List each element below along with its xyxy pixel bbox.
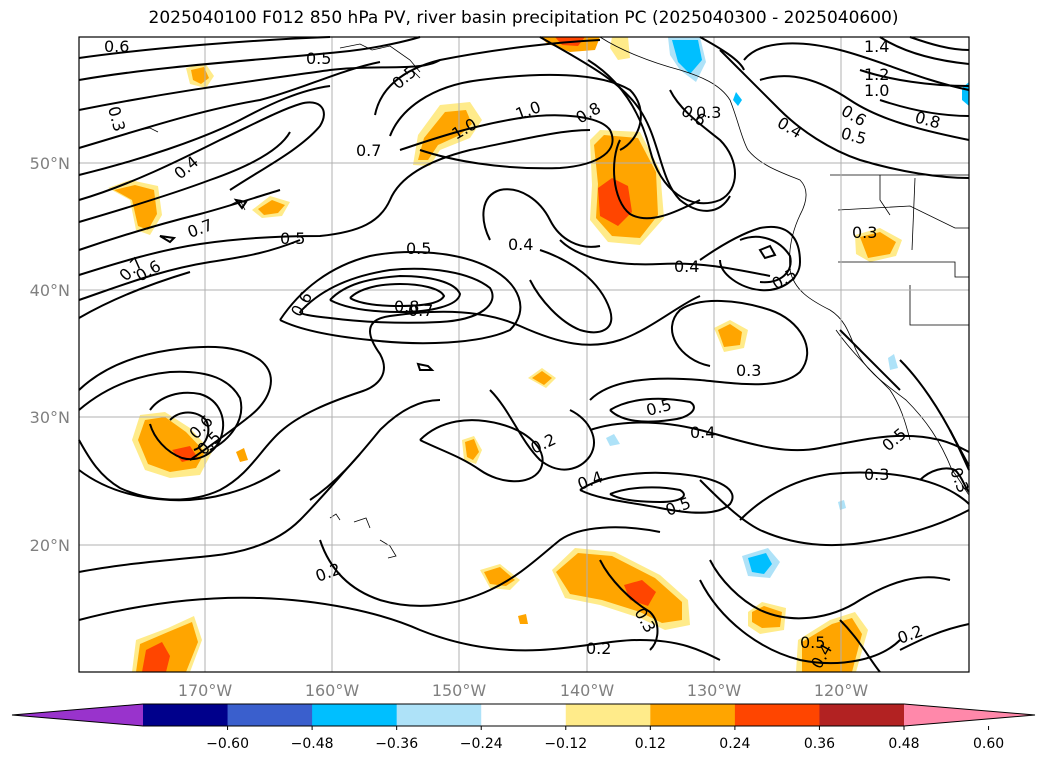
map-title: 2025040100 F012 850 hPa PV, river basin …	[148, 8, 899, 28]
precip-blob	[532, 371, 552, 385]
contour-label: 0.3	[696, 103, 721, 122]
contour-label: 0.7	[408, 301, 433, 320]
colorbar: −0.60 −0.48 −0.36 −0.24 −0.12 0.12 0.24 0.36 0.4…	[11, 703, 1036, 752]
precip-blob	[598, 178, 632, 226]
contour-label: 0.7	[356, 141, 381, 160]
colorbar-outline	[11, 703, 1036, 727]
colorbar-extend-high	[904, 704, 1035, 726]
contour-label: 0.5	[306, 49, 331, 68]
contour-labels: 0.6 0.5 0.5 0.3 0.4 0.7 0.7 0.6 0.5 1.0 …	[104, 37, 973, 672]
precip-blob	[888, 354, 898, 370]
contour-label: 0.4	[690, 423, 715, 442]
contour-label: 0.4	[508, 235, 533, 254]
lat-tick-label: 40°N	[30, 281, 70, 300]
contour-label: 0.4	[674, 257, 699, 276]
lon-tick-label: 170°W	[178, 681, 233, 700]
contour-label: 0.5	[406, 239, 431, 258]
precip-blob	[518, 614, 528, 624]
lat-tick-label: 30°N	[30, 408, 70, 427]
contour-label: 0.2	[586, 639, 611, 658]
colorbar-segment	[227, 704, 313, 726]
precip-blob	[860, 232, 896, 258]
map-panel: 0.6 0.5 0.5 0.3 0.4 0.7 0.7 0.6 0.5 1.0 …	[78, 36, 973, 673]
colorbar-tick-label: −0.24	[460, 736, 503, 752]
lat-tick-label: 20°N	[30, 536, 70, 555]
lon-tick-label: 130°W	[687, 681, 742, 700]
colorbar-tick-label: 0.12	[635, 736, 666, 752]
colorbar-tick-label: −0.36	[375, 736, 418, 752]
colorbar-extend-low	[12, 704, 143, 726]
contour-label: 0.8	[394, 297, 419, 316]
colorbar-tick-label: −0.12	[544, 736, 587, 752]
precip-blob	[838, 500, 846, 510]
colorbar-segment	[481, 704, 567, 726]
coastlines	[599, 36, 970, 496]
colorbar-tick-label: −0.48	[291, 736, 334, 752]
colorbar-segment	[143, 704, 229, 726]
colorbar-segment	[396, 704, 482, 726]
colorbar-tick-label: −0.60	[206, 736, 249, 752]
lon-tick-label: 140°W	[560, 681, 615, 700]
precip-blob	[748, 553, 772, 574]
precip-blob	[672, 40, 702, 74]
contour-label: 0.5	[280, 229, 305, 248]
precip-blob	[236, 448, 248, 462]
lon-tick-label: 160°W	[305, 681, 360, 700]
contour-label: 1.2	[864, 65, 889, 84]
precip-blob	[258, 200, 285, 215]
lat-tick-label: 50°N	[30, 154, 70, 173]
lat-axis: 50°N 40°N 30°N 20°N	[30, 154, 70, 555]
precip-blob	[606, 434, 620, 446]
precip-blob	[465, 439, 479, 460]
contour-label: 1.4	[864, 37, 889, 56]
precip-blob	[802, 618, 862, 672]
precip-blob	[142, 642, 170, 672]
contour-label: 1.0	[864, 81, 889, 100]
lon-tick-label: 150°W	[432, 681, 487, 700]
pv-contours	[78, 36, 970, 673]
graticule	[79, 37, 969, 672]
contour-label: 0.6	[104, 37, 129, 56]
precip-blob	[718, 324, 742, 347]
contour-label: 0.5	[800, 633, 825, 652]
contour-label: 0.3	[736, 361, 761, 380]
colorbar-segment	[734, 704, 820, 726]
colorbar-tick-label: 0.48	[888, 736, 919, 752]
colorbar-tick-label: 0.24	[719, 736, 750, 752]
colorbar-segment	[650, 704, 736, 726]
map-frame	[78, 36, 970, 673]
lon-tick-label: 120°W	[814, 681, 869, 700]
precip-blob	[733, 92, 742, 106]
precip-blob	[752, 606, 782, 628]
colorbar-segment	[819, 704, 905, 726]
colorbar-tick-label: 0.36	[804, 736, 835, 752]
contour-label: 0.3	[864, 465, 889, 484]
colorbar-segment	[565, 704, 651, 726]
colorbar-tick-label: 0.60	[973, 736, 1004, 752]
contour-label: 0.3	[852, 223, 877, 242]
colorbar-segment	[312, 704, 398, 726]
lon-axis: 170°W 160°W 150°W 140°W 130°W 120°W	[178, 681, 869, 700]
precip-blob	[114, 185, 157, 230]
